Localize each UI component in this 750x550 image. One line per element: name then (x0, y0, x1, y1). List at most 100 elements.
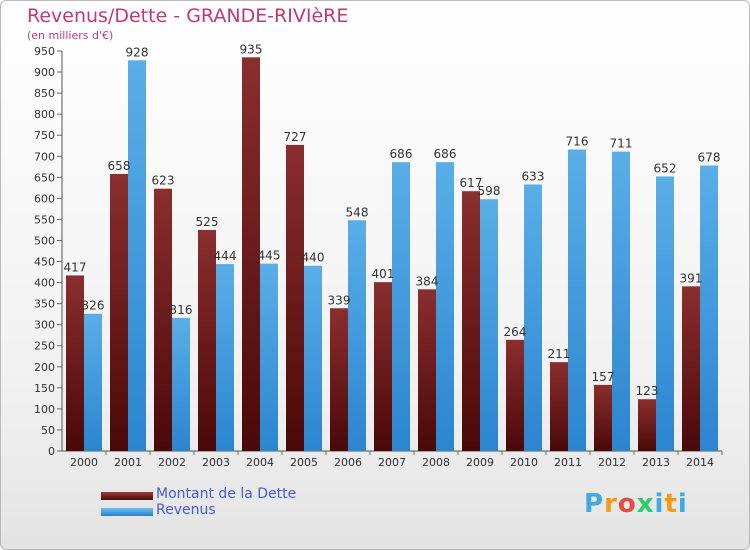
bar-dette (110, 173, 128, 451)
x-tick-label: 2005 (290, 456, 318, 469)
legend-swatch-revenus (101, 508, 153, 516)
x-tick-label: 2014 (686, 456, 714, 469)
data-label-revenus: 326 (82, 299, 105, 313)
bar-dette (330, 308, 348, 451)
legend-label-revenus: Revenus (156, 502, 216, 518)
bar-dette (638, 399, 656, 451)
y-tick-label: 500 (34, 234, 55, 247)
bar-revenus (348, 220, 366, 451)
data-label-revenus: 316 (170, 303, 193, 317)
chart-subtitle: (en milliers d'€) (27, 29, 114, 42)
data-label-dette: 157 (592, 370, 615, 384)
data-label-revenus: 716 (566, 135, 589, 149)
bar-revenus (612, 151, 630, 451)
y-tick-label: 850 (34, 87, 55, 100)
y-tick-label: 400 (34, 277, 55, 290)
y-tick-label: 550 (34, 213, 55, 226)
logo-letter: o (617, 489, 637, 519)
data-label-dette: 391 (680, 271, 703, 285)
bar-dette (594, 384, 612, 451)
x-tick-label: 2001 (114, 456, 142, 469)
y-tick-label: 750 (34, 129, 55, 142)
data-label-dette: 264 (504, 325, 527, 339)
proxiti-logo: Proxiti (584, 489, 688, 519)
data-label-revenus: 686 (390, 147, 413, 161)
y-tick-label: 0 (48, 445, 55, 458)
data-label-dette: 658 (108, 159, 131, 173)
x-tick-label: 2011 (554, 456, 582, 469)
x-tick-label: 2003 (202, 456, 230, 469)
y-tick-label: 650 (34, 171, 55, 184)
y-tick-label: 700 (34, 150, 55, 163)
logo-letter: r (604, 489, 618, 519)
bar-revenus (172, 317, 190, 451)
data-label-dette: 623 (152, 174, 175, 188)
data-label-revenus: 445 (258, 249, 281, 263)
data-label-revenus: 444 (214, 249, 237, 263)
bar-revenus (700, 165, 718, 452)
data-label-revenus: 928 (126, 45, 149, 59)
bar-dette (198, 229, 216, 451)
data-label-revenus: 686 (434, 147, 457, 161)
bar-dette (374, 282, 392, 451)
bar-revenus (480, 199, 498, 451)
bar-dette (550, 362, 568, 451)
bar-revenus (656, 176, 674, 451)
bar-dette (462, 191, 480, 452)
data-label-dette: 525 (196, 215, 219, 229)
y-tick-label: 600 (34, 192, 55, 205)
data-label-dette: 401 (372, 267, 395, 281)
data-label-revenus: 678 (698, 151, 721, 165)
data-label-dette: 417 (64, 260, 87, 274)
legend-swatch-dette (101, 492, 153, 500)
y-tick-label: 450 (34, 256, 55, 269)
data-label-revenus: 548 (346, 205, 369, 219)
bar-revenus (260, 263, 278, 451)
x-tick-label: 2002 (158, 456, 186, 469)
y-tick-label: 950 (34, 45, 55, 58)
y-tick-label: 900 (34, 66, 55, 79)
data-label-revenus: 711 (610, 137, 633, 151)
data-label-dette: 727 (284, 130, 307, 144)
bar-dette (506, 339, 524, 451)
x-tick-label: 2010 (510, 456, 538, 469)
data-label-revenus: 652 (654, 161, 677, 175)
bar-revenus (436, 162, 454, 451)
y-tick-label: 200 (34, 361, 55, 374)
data-label-dette: 935 (240, 42, 263, 56)
bar-dette (418, 289, 436, 451)
y-tick-label: 350 (34, 298, 55, 311)
bar-revenus (304, 265, 322, 451)
bar-revenus (128, 60, 146, 452)
bar-revenus (216, 264, 234, 451)
logo-letter: i (677, 489, 688, 519)
x-tick-label: 2006 (334, 456, 362, 469)
bar-dette (154, 188, 172, 451)
bar-dette (66, 275, 84, 451)
data-label-dette: 384 (416, 274, 439, 288)
data-label-revenus: 440 (302, 251, 325, 265)
logo-letter: i (654, 489, 665, 519)
y-tick-label: 100 (34, 403, 55, 416)
data-label-dette: 617 (460, 176, 483, 190)
bar-revenus (392, 162, 410, 451)
bar-revenus (568, 149, 586, 452)
x-tick-label: 2013 (642, 456, 670, 469)
data-label-dette: 211 (548, 347, 571, 361)
x-tick-label: 2007 (378, 456, 406, 469)
x-tick-label: 2004 (246, 456, 274, 469)
y-tick-label: 250 (34, 340, 55, 353)
chart-title: Revenus/Dette - GRANDE-RIVIèRE (27, 5, 349, 27)
data-label-dette: 339 (328, 293, 351, 307)
logo-letter: P (584, 489, 605, 519)
x-tick-label: 2000 (70, 456, 98, 469)
bar-dette (682, 286, 700, 451)
y-tick-label: 150 (34, 382, 55, 395)
data-label-revenus: 633 (522, 169, 545, 183)
logo-letter: t (664, 489, 678, 519)
y-tick-label: 300 (34, 319, 55, 332)
bar-dette (286, 144, 304, 452)
x-tick-label: 2009 (466, 456, 494, 469)
